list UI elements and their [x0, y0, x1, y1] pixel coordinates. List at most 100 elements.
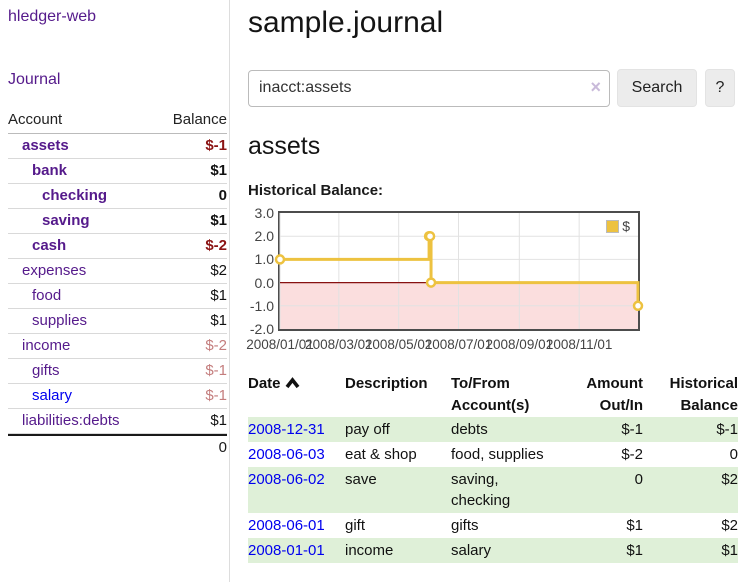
- account-balance: $1: [210, 412, 227, 429]
- sidebar-item-journal[interactable]: Journal: [8, 71, 61, 88]
- transaction-amount: $1: [626, 517, 643, 534]
- account-balance: $-1: [205, 362, 227, 379]
- account-heading: assets: [248, 132, 321, 160]
- transaction-accounts: salary: [451, 542, 492, 559]
- page-title: sample.journal: [248, 6, 444, 39]
- y-axis-tick-label: 0.0: [254, 274, 274, 291]
- sidebar-account-link[interactable]: expenses: [22, 262, 87, 279]
- legend-label: $: [622, 218, 630, 234]
- sidebar-account-link[interactable]: supplies: [32, 312, 88, 329]
- account-row: checking 0: [8, 184, 227, 209]
- account-balance: $-1: [205, 387, 227, 404]
- register-column-header[interactable]: Date: [248, 373, 345, 417]
- sidebar-account-link[interactable]: checking: [42, 187, 108, 204]
- help-button[interactable]: ?: [705, 69, 735, 107]
- account-row: cash $-2: [8, 234, 227, 259]
- register-table: Date Description To/From Account(s) Amount Ou…: [248, 373, 738, 563]
- header-line-1: To/From: [451, 375, 510, 392]
- account-balance: $-2: [205, 237, 227, 254]
- transaction-balance: 0: [729, 446, 738, 463]
- y-axis-tick-label: -2.0: [249, 321, 274, 337]
- register-header-row: Date Description To/From Account(s) Amount Ou…: [248, 373, 738, 417]
- account-balance: $-2: [205, 337, 227, 354]
- transaction-amount: $-1: [621, 421, 643, 438]
- sidebar-account-link[interactable]: income: [22, 337, 71, 354]
- search-box: ×: [248, 69, 610, 107]
- header-line-1: Amount: [586, 375, 643, 392]
- transaction-amount: $-2: [621, 446, 643, 463]
- transaction-date-cell: 2008-06-01: [248, 513, 345, 538]
- sidebar-account-link[interactable]: cash: [32, 237, 67, 254]
- sidebar-account-link[interactable]: gifts: [32, 362, 60, 379]
- chart-plot-area[interactable]: $: [274, 211, 644, 331]
- clear-search-icon[interactable]: ×: [590, 76, 601, 97]
- account-row: saving $1: [8, 209, 227, 234]
- transaction-date-link[interactable]: 2008-06-02: [248, 471, 325, 488]
- sidebar-account-link[interactable]: liabilities:debts: [22, 412, 120, 429]
- transaction-date-link[interactable]: 2008-12-31: [248, 421, 325, 438]
- accounts-total-value: 0: [218, 439, 227, 456]
- transaction-balance: $2: [721, 471, 738, 488]
- sidebar-account-link[interactable]: assets: [22, 137, 69, 154]
- x-axis-tick-label: 2008/09/01: [485, 337, 554, 352]
- header-line-1: Date: [248, 373, 345, 395]
- sidebar-account-link[interactable]: saving: [42, 212, 90, 229]
- historical-balance-chart[interactable]: $ 3.0 2.0 1.0 0.0 -1.0 -2.0 2008/01/01 2008/03…: [246, 205, 728, 352]
- transaction-amount: $1: [626, 542, 643, 559]
- header-line-1: Historical: [669, 375, 738, 392]
- accounts-table-header: Account Balance: [8, 108, 227, 134]
- account-balance: $1: [210, 212, 227, 229]
- transaction-row: 2008-12-31 pay off debts $-1 $-1: [248, 417, 738, 442]
- sidebar-account-link[interactable]: salary: [32, 387, 73, 404]
- transaction-date-link[interactable]: 2008-01-01: [248, 542, 325, 559]
- transaction-accounts: debts: [451, 421, 488, 438]
- accounts-table: Account Balance assets $-1 bank $1 checking 0…: [8, 108, 227, 459]
- accounts-header-balance: Balance: [172, 111, 227, 128]
- y-axis-tick-label: 3.0: [254, 205, 274, 221]
- account-balance: $2: [210, 262, 227, 279]
- x-axis-tick-label: 2008/05/01: [364, 337, 433, 352]
- sidebar-account-link[interactable]: bank: [32, 162, 68, 179]
- transaction-amount: 0: [634, 471, 643, 488]
- chart-title: Historical Balance:: [248, 182, 384, 199]
- transaction-description: save: [345, 471, 377, 488]
- accounts-header-account: Account: [8, 111, 63, 128]
- accounts-total-row: 0: [8, 434, 227, 459]
- transaction-date-link[interactable]: 2008-06-01: [248, 517, 325, 534]
- header-line-1: Description: [345, 375, 428, 392]
- header-line-2: Account(s): [451, 397, 530, 414]
- transaction-accounts: food, supplies: [451, 446, 544, 463]
- register-column-header: Historical Balance: [643, 373, 738, 417]
- sidebar: hledger-web Journal Account Balance asse…: [0, 0, 230, 582]
- account-row: income $-2: [8, 334, 227, 359]
- chart-canvas: [274, 213, 644, 329]
- accounts-rows: assets $-1 bank $1 checking 0 saving $1 cash $-2 e…: [8, 134, 227, 434]
- transaction-balance: $2: [721, 517, 738, 534]
- account-row: supplies $1: [8, 309, 227, 334]
- legend-swatch-icon: [606, 219, 620, 233]
- account-row: bank $1: [8, 159, 227, 184]
- main-content: sample.journal × Search ? assets Histori…: [231, 0, 742, 582]
- transaction-description: eat & shop: [345, 446, 417, 463]
- transaction-balance: $-1: [716, 421, 738, 438]
- header-line-2: Balance: [680, 397, 738, 414]
- transaction-row: 2008-06-03 eat & shop food, supplies $-2 0: [248, 442, 738, 467]
- x-axis-tick-label: 2008/01/01: [246, 337, 314, 352]
- sidebar-account-link[interactable]: food: [32, 287, 62, 304]
- transaction-date-link[interactable]: 2008-06-03: [248, 446, 325, 463]
- transaction-accounts: gifts: [451, 517, 479, 534]
- account-row: gifts $-1: [8, 359, 227, 384]
- register-body: 2008-12-31 pay off debts $-1 $-1 2008-06-03 ea…: [248, 417, 738, 563]
- transaction-description: pay off: [345, 421, 390, 438]
- account-balance: $1: [210, 312, 227, 329]
- app-title-link[interactable]: hledger-web: [8, 8, 97, 25]
- register-column-header: Amount Out/In: [575, 373, 643, 417]
- search-button[interactable]: Search: [617, 69, 697, 107]
- sort-asc-icon: [285, 377, 299, 389]
- x-axis-tick-label: 2008/03/01: [305, 337, 373, 352]
- account-row: liabilities:debts $1: [8, 409, 227, 434]
- transaction-row: 2008-06-01 gift gifts $1 $2: [248, 513, 738, 538]
- search-input[interactable]: [248, 69, 610, 107]
- account-balance: $-1: [205, 137, 227, 154]
